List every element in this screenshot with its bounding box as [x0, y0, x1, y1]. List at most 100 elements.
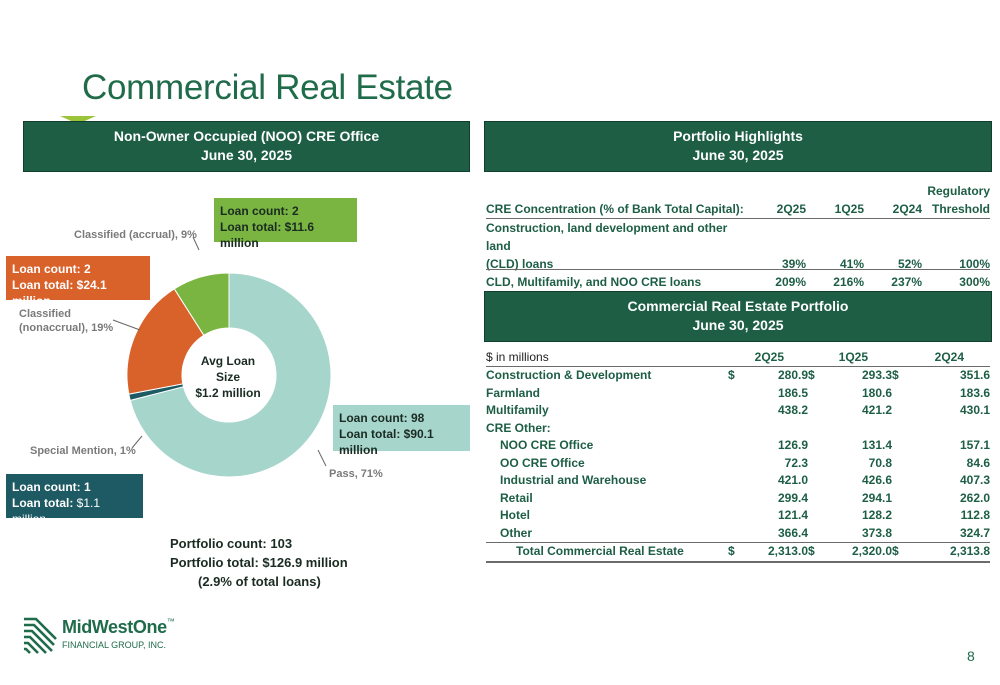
cell-value: 421.0 — [777, 473, 808, 487]
row-label: Total Commercial Real Estate — [486, 542, 728, 563]
cell-2q25: 39% — [781, 257, 806, 271]
dollar-sign: $ — [728, 368, 735, 382]
pass-segment-label: Pass, 71% — [329, 468, 383, 480]
cell-value: 430.1 — [959, 403, 990, 417]
cell-value: 112.8 — [960, 508, 990, 522]
table-row: Retail 299.4 294.1 262.0 — [486, 490, 990, 508]
dollar-sign — [892, 472, 906, 490]
dollar-sign — [728, 385, 742, 403]
cre-portfolio-header: Commercial Real Estate Portfolio June 30… — [484, 291, 992, 342]
cell-value: 294.1 — [861, 490, 892, 505]
dollar-sign: $ — [892, 542, 906, 563]
table-row: NOO CRE Office 126.9 131.4 157.1 — [486, 437, 990, 455]
cell-2q24: 237% — [891, 275, 922, 289]
units-label: $ in millions — [486, 348, 728, 367]
center-line2: Size — [215, 370, 240, 384]
cell-value: 351.6 — [959, 368, 990, 382]
dollar-sign: $ — [892, 368, 899, 382]
row-label: Other — [500, 525, 533, 540]
cell-2q25: 209% — [775, 275, 806, 289]
cell-value: 421.2 — [861, 403, 892, 417]
cell-value — [822, 420, 892, 438]
noo-header-line1: Non-Owner Occupied (NOO) CRE Office — [113, 128, 380, 144]
row-label: Retail — [500, 490, 533, 505]
dollar-sign — [728, 472, 742, 490]
cell-value: 366.4 — [742, 524, 808, 543]
cell-value: 183.6 — [959, 385, 990, 400]
table-row: Other 366.4 373.8 324.7 — [486, 524, 990, 543]
row-label: Farmland — [486, 385, 541, 400]
leader-lines — [112, 236, 327, 467]
dollar-sign — [892, 455, 906, 473]
row-label-line2: (CLD) loans — [486, 257, 554, 271]
cell-value: 180.6 — [861, 385, 892, 400]
center-line1: Avg Loan — [200, 354, 256, 368]
cell-value: 84.6 — [966, 455, 990, 470]
cell-value: 72.3 — [784, 455, 808, 470]
table-row: Multifamily 438.2 421.2 430.1 — [486, 402, 990, 420]
portfolio-count: Portfolio count: 103 — [170, 536, 293, 551]
accrual-callout: Loan count: 2 Loan total: $11.6 million — [214, 198, 357, 250]
title-accent-icon — [60, 116, 96, 124]
dollar-sign — [892, 420, 906, 438]
row-label: Industrial and Warehouse — [500, 473, 647, 487]
dollar-sign — [728, 402, 742, 420]
cell-value — [906, 420, 990, 438]
dollar-sign — [808, 490, 822, 508]
dollar-sign — [728, 490, 742, 508]
col-1q25-header: 1Q25 — [806, 182, 864, 219]
dollar-sign — [808, 420, 822, 438]
dollar-sign: $ — [808, 368, 815, 382]
cell-value: 407.3 — [959, 473, 990, 487]
donut-center-label: Avg Loan Size $1.2 million — [188, 353, 268, 401]
table-row: Hotel 121.4 128.2 112.8 — [486, 507, 990, 525]
row-label: CRE Other: — [486, 420, 551, 435]
nonaccrual-segment-label: Classified (nonaccrual), 19% — [19, 307, 113, 335]
nonaccrual-callout: Loan count: 2 Loan total: $24.1 million — [6, 256, 150, 308]
row-label: NOO CRE Office — [500, 438, 594, 452]
pass-callout: Loan count: 98 Loan total: $90.1 million — [333, 405, 470, 457]
cell-value — [742, 420, 808, 438]
table-header-row: $ in millions 2Q25 1Q25 2Q24 — [486, 348, 990, 367]
table-row: CRE Other: — [486, 420, 990, 438]
cell-value: 186.5 — [777, 385, 808, 400]
cre-header-line1: Commercial Real Estate Portfolio — [627, 298, 849, 314]
logo-wordmark: MidWestOne™ — [62, 617, 175, 638]
dollar-sign — [892, 437, 906, 455]
cell-threshold: 100% — [959, 257, 990, 271]
table-header-row: CRE Concentration (% of Bank Total Capit… — [486, 182, 990, 219]
dollar-sign — [808, 525, 822, 543]
col-2q25-header: 2Q25 — [728, 348, 808, 367]
cell-value: 299.4 — [777, 490, 808, 505]
special-mention-segment-label: Special Mention, 1% — [30, 445, 136, 457]
noo-header-line2: June 30, 2025 — [200, 147, 293, 163]
table-row: Construction & Development $280.9 $293.3 $3… — [486, 367, 990, 385]
table-row: Farmland 186.5 180.6 183.6 — [486, 385, 990, 403]
dollar-sign — [808, 402, 822, 420]
pass-loan-count: Loan count: 98 — [339, 411, 425, 425]
nonaccrual-loan-count: Loan count: 2 — [12, 262, 91, 276]
row-label: Construction & Development — [486, 368, 652, 382]
cre-header-line2: June 30, 2025 — [692, 317, 784, 333]
highlights-header-line1: Portfolio Highlights — [673, 128, 803, 144]
cre-concentration-table: CRE Concentration (% of Bank Total Capit… — [486, 182, 990, 291]
cell-value: 131.4 — [861, 438, 892, 452]
dollar-sign — [728, 437, 742, 455]
total-row: Total Commercial Real Estate $2,313.0 $2,3… — [486, 542, 990, 563]
cell-value: 324.7 — [906, 524, 990, 543]
noo-cre-office-header: Non-Owner Occupied (NOO) CRE Office June… — [23, 121, 470, 172]
cell-value: 293.3 — [861, 368, 892, 382]
midwestone-logo-icon — [24, 617, 57, 654]
row-label: OO CRE Office — [500, 455, 585, 470]
row-label: Construction, land development and other… — [486, 219, 748, 274]
concentration-label-header: CRE Concentration (% of Bank Total Capit… — [486, 182, 748, 219]
donut-slice-classified-accrual — [173, 272, 230, 337]
special-total-prefix: Loan total: — [12, 496, 74, 510]
cell-value: 262.0 — [959, 490, 990, 505]
highlights-header-line2: June 30, 2025 — [692, 147, 784, 163]
donut-chart — [126, 272, 332, 478]
dollar-sign — [728, 525, 742, 543]
pass-loan-total: Loan total: $90.1 million — [339, 427, 434, 457]
table-row: Industrial and Warehouse 421.0 426.6 407.3 — [486, 472, 990, 490]
row-label-line1: Construction, land development and other… — [486, 221, 728, 253]
